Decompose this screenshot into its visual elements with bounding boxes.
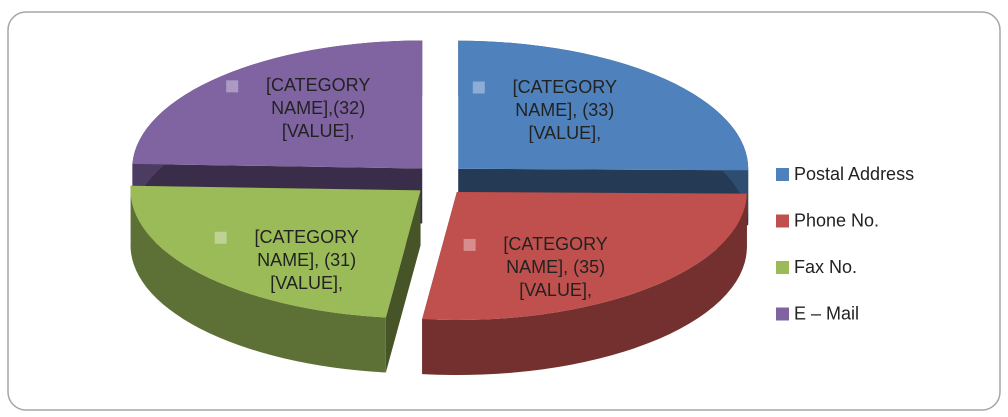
data-label-box: [CATEGORY NAME], (33) [VALUE], — [512, 76, 617, 143]
data-label: [CATEGORY NAME], (31) [VALUE], — [254, 226, 359, 293]
legend-swatch — [776, 307, 789, 321]
data-label-key — [214, 231, 227, 244]
data-label-key — [226, 80, 239, 93]
data-label: [CATEGORY NAME], (33) [VALUE], — [512, 76, 617, 143]
slice — [422, 192, 747, 321]
legend-label: Phone No. — [794, 210, 879, 230]
slice — [130, 185, 421, 318]
legend-label: Postal Address — [794, 164, 914, 184]
slice — [458, 40, 749, 171]
slice — [132, 40, 423, 169]
slice-side — [422, 193, 747, 376]
data-label-box: [CATEGORY NAME], (35) [VALUE], — [503, 233, 608, 300]
data-label: [CATEGORY NAME], (35) [VALUE], — [503, 233, 608, 300]
legend-label: E – Mail — [794, 303, 859, 323]
slice-side — [130, 185, 386, 373]
legend-label: Fax No. — [794, 257, 857, 277]
legend-swatch — [776, 261, 789, 274]
data-label-box: [CATEGORY NAME], (31) [VALUE], — [254, 226, 359, 293]
legend-swatch — [776, 168, 789, 181]
data-label-key — [463, 238, 476, 251]
data-label-box: [CATEGORY NAME],(32) [VALUE], — [266, 75, 371, 142]
data-label: [CATEGORY NAME],(32) [VALUE], — [266, 75, 371, 142]
data-label-key — [472, 81, 485, 94]
legend-swatch — [776, 214, 789, 228]
